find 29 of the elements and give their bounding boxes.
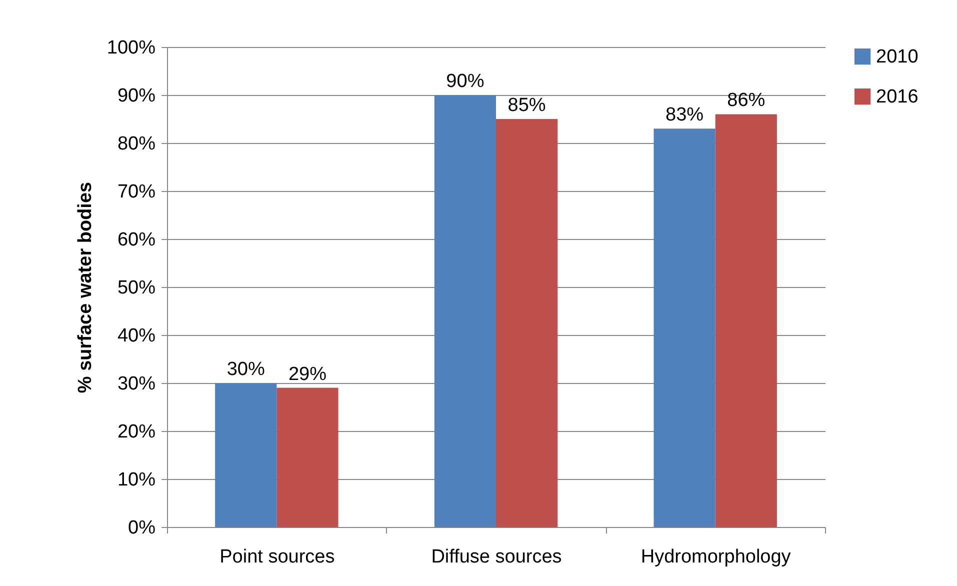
bar xyxy=(276,388,338,527)
y-tick-label: 20% xyxy=(117,422,156,442)
bar xyxy=(434,95,496,527)
y-tick-label: 30% xyxy=(117,374,156,394)
y-tick-label: 100% xyxy=(106,38,156,58)
x-tick-label: Diffuse sources xyxy=(431,546,562,568)
y-tick-label: 70% xyxy=(117,182,156,202)
y-axis-title: % surface water bodies xyxy=(74,182,96,394)
y-tick-label: 50% xyxy=(117,278,156,298)
x-tick-label: Point sources xyxy=(220,546,335,568)
x-tick-label: Hydromorphology xyxy=(640,546,792,568)
data-label: 86% xyxy=(727,90,766,112)
data-label: 29% xyxy=(288,364,327,385)
data-label: 83% xyxy=(666,104,704,126)
y-tick-label: 60% xyxy=(117,230,156,250)
bar xyxy=(654,128,716,527)
data-label: 90% xyxy=(446,71,484,92)
legend-label: 2016 xyxy=(876,86,918,108)
data-label: 30% xyxy=(226,359,265,380)
y-tick-label: 80% xyxy=(117,134,156,154)
y-tick-label: 90% xyxy=(117,86,156,106)
bar xyxy=(496,119,558,527)
data-label: 85% xyxy=(508,95,546,116)
bar xyxy=(715,114,777,527)
y-tick-label: 10% xyxy=(117,470,156,490)
bar xyxy=(215,383,277,527)
legend-label: 2010 xyxy=(876,46,918,68)
y-tick-label: 40% xyxy=(117,326,156,346)
y-tick-label: 0% xyxy=(128,518,156,538)
